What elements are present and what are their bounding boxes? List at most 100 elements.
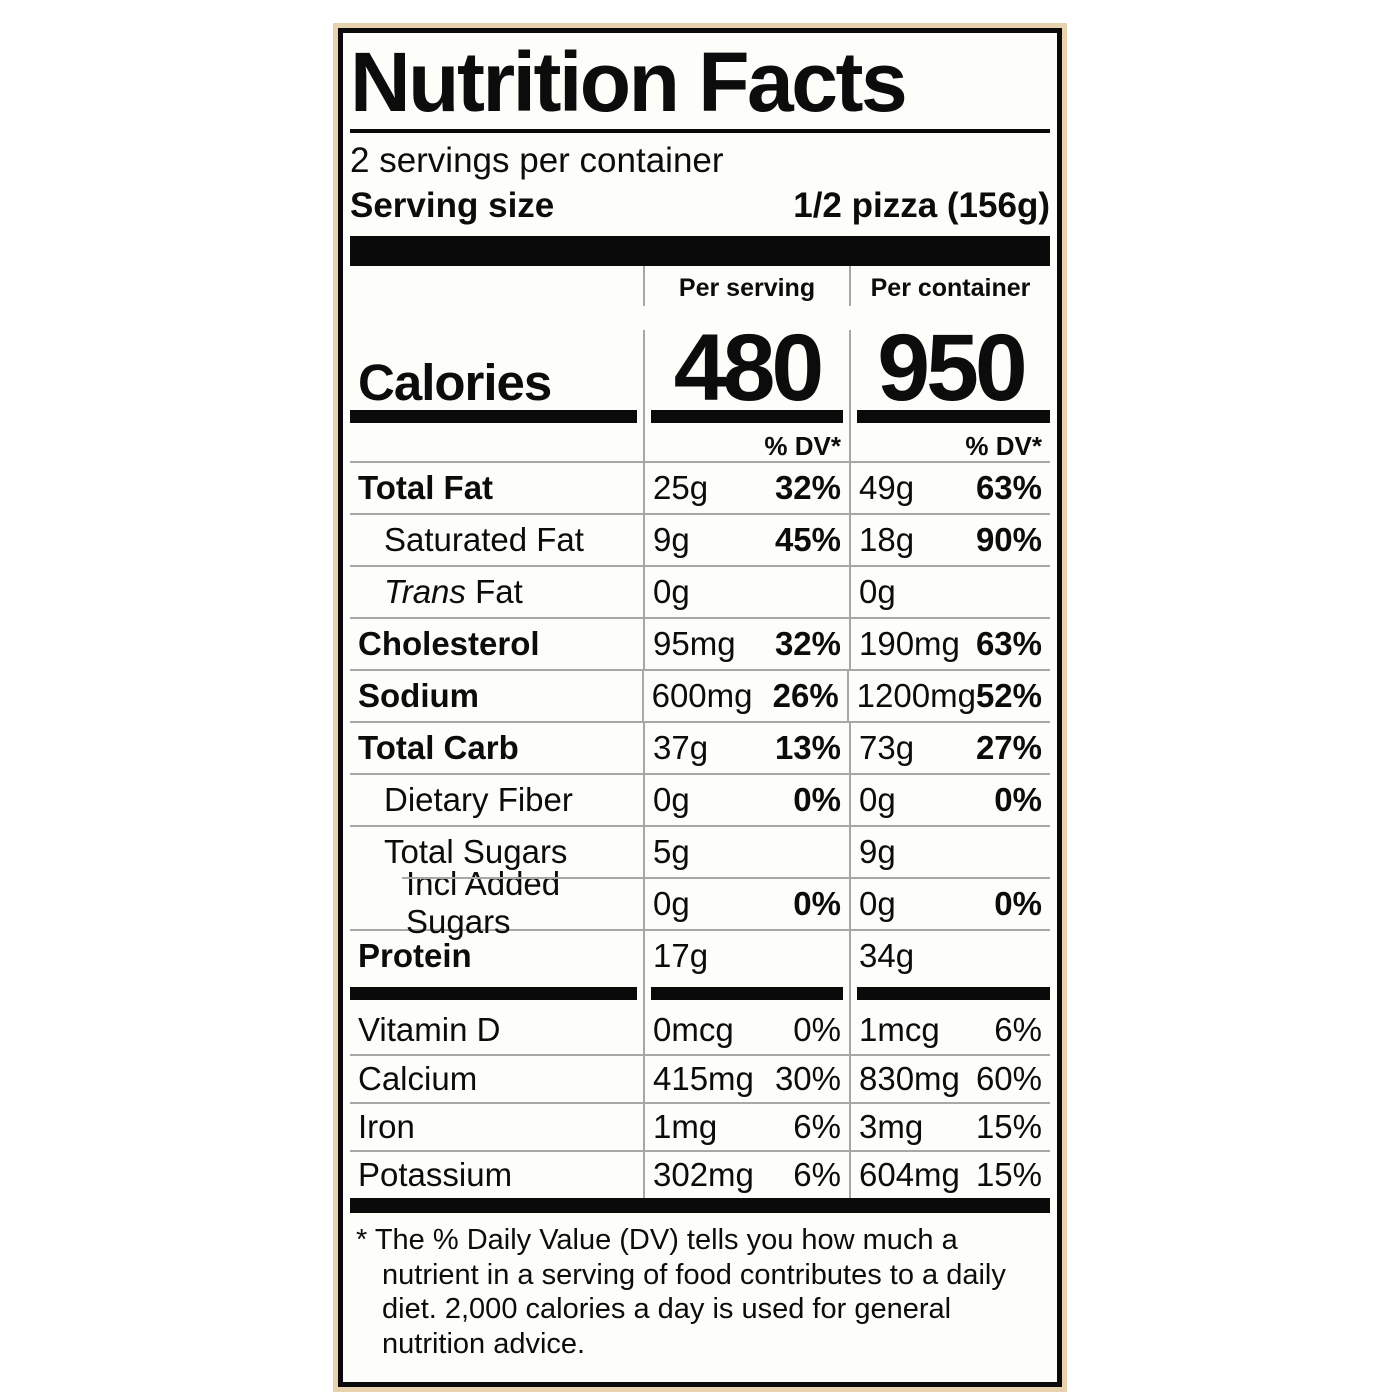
protein-underbar-left xyxy=(350,981,643,1006)
nutrient-name-text: Saturated Fat xyxy=(384,520,584,558)
amount-value: 49g xyxy=(859,468,915,506)
dv-header-serving: % DV* xyxy=(643,422,849,461)
dietary-fiber-row: Dietary Fiber 0g 0% 0g 0% xyxy=(350,772,1050,825)
daily-value-percent: 0% xyxy=(793,884,841,922)
total-carb-row: Total Carb 37g 13% 73g 27% xyxy=(350,720,1050,773)
nutrient-name-text: Sodium xyxy=(358,676,479,714)
serving-values: 25g 32% xyxy=(643,460,849,513)
calories-underbar-row xyxy=(350,409,1050,423)
amount-value: 34g xyxy=(859,936,915,974)
container-values: 9g xyxy=(849,824,1050,877)
daily-value-percent: 0% xyxy=(994,780,1042,818)
amount-value: 3mg xyxy=(859,1107,924,1145)
amount-value: 18g xyxy=(859,520,915,558)
serving-size-label: Serving size xyxy=(350,185,555,225)
nutrient-name-text: Dietary Fiber xyxy=(384,780,573,818)
daily-value-percent: 45% xyxy=(774,520,841,558)
amount-value: 190mg xyxy=(859,624,960,662)
daily-value-percent: 63% xyxy=(975,624,1042,662)
bottom-divider-bar xyxy=(350,1197,1050,1213)
nutrient-name: Protein xyxy=(350,928,643,981)
black-bar-segment xyxy=(651,986,843,1000)
amount-value: 0g xyxy=(859,884,896,922)
amount-value: 1mcg xyxy=(859,1010,940,1048)
serving-values: 17g xyxy=(643,928,849,981)
nutrient-name: Total Carb xyxy=(350,720,643,773)
dv-header-spacer xyxy=(350,423,643,461)
amount-value: 0g xyxy=(859,572,896,610)
servings-per-container: 2 servings per container xyxy=(350,141,724,181)
nutrient-name-text: Incl Added Sugars xyxy=(406,864,561,940)
daily-value-header-row: % DV* % DV* xyxy=(350,422,1050,461)
serving-values: 0mcg 0% xyxy=(643,1005,849,1054)
nutrient-name-text: Vitamin D xyxy=(358,1010,501,1048)
iron-row: Iron 1mg 6% 3mg 15% xyxy=(350,1101,1050,1150)
daily-value-percent: 0% xyxy=(994,884,1042,922)
serving-values: 9g 45% xyxy=(643,512,849,565)
nutrient-name-text: Total Fat xyxy=(358,468,494,506)
daily-value-percent: 0% xyxy=(793,1010,841,1048)
nutrient-name: Incl Added Sugars xyxy=(350,865,643,940)
nutrient-name-part: Fat xyxy=(465,572,523,610)
container-values: 0g 0% xyxy=(849,876,1050,929)
label-title: Nutrition Facts xyxy=(350,35,908,129)
serving-values: 600mg 26% xyxy=(641,668,847,721)
protein-underbar-mid xyxy=(643,980,849,1006)
nutrient-name: Total Sugars xyxy=(350,824,643,877)
column-header-row: Per serving Per container xyxy=(350,265,1050,306)
black-bar-segment xyxy=(857,409,1050,423)
nutrient-name: Cholesterol xyxy=(350,616,643,669)
calcium-row: Calcium 415mg 30% 830mg 60% xyxy=(350,1053,1050,1102)
serving-values: 5g xyxy=(643,824,849,877)
daily-value-percent: 30% xyxy=(774,1059,841,1097)
nutrient-name: Vitamin D xyxy=(350,1006,643,1054)
nutrition-facts-label: Nutrition Facts 2 servings per container… xyxy=(338,28,1062,1388)
nutrient-name: Dietary Fiber xyxy=(350,772,643,825)
serving-values: 0g 0% xyxy=(643,772,849,825)
nutrient-name: Sodium xyxy=(350,668,642,721)
amount-value: 0mcg xyxy=(653,1010,734,1048)
container-values: 830mg 60% xyxy=(849,1053,1050,1102)
daily-value-percent: 6% xyxy=(793,1107,841,1145)
serving-values: 302mg 6% xyxy=(643,1149,849,1198)
nutrient-name-text: Total Carb xyxy=(358,728,519,766)
saturated-fat-row: Saturated Fat 9g 45% 18g 90% xyxy=(350,512,1050,565)
protein-row: Protein 17g 34g xyxy=(350,928,1050,981)
daily-value-percent: 0% xyxy=(793,780,841,818)
nutrient-name-text: Cholesterol xyxy=(358,624,540,662)
amount-value: 9g xyxy=(859,832,896,870)
amount-value: 604mg xyxy=(859,1155,960,1193)
container-values: 3mg 15% xyxy=(849,1101,1050,1150)
serving-values: 415mg 30% xyxy=(643,1053,849,1102)
amount-value: 95mg xyxy=(653,624,736,662)
black-bar-segment xyxy=(350,986,637,1000)
daily-value-percent: 15% xyxy=(975,1107,1042,1145)
nutrient-name: Iron xyxy=(350,1101,643,1150)
serving-values: 0g xyxy=(643,564,849,617)
total-sugars-row: Total Sugars 5g 9g xyxy=(350,824,1050,877)
daily-value-percent: 6% xyxy=(994,1010,1042,1048)
container-values: 604mg 15% xyxy=(849,1149,1050,1198)
nutrient-name-text: Protein xyxy=(358,936,472,974)
calories-underbar-left xyxy=(350,409,643,423)
amount-value: 0g xyxy=(653,572,690,610)
daily-value-percent: 13% xyxy=(774,728,841,766)
container-values: 190mg 63% xyxy=(849,616,1050,669)
amount-value: 17g xyxy=(653,936,709,974)
nutrient-name: Potassium xyxy=(350,1149,643,1198)
dv-header-container: % DV* xyxy=(849,422,1050,461)
nutrient-name-italic-part: Trans xyxy=(384,572,466,610)
calories-underbar-right xyxy=(849,409,1050,423)
amount-value: 1mg xyxy=(653,1107,718,1145)
black-bar-segment xyxy=(350,409,637,423)
column-header-spacer xyxy=(350,266,643,306)
calories-underbar-mid xyxy=(643,409,849,423)
trans-fat-row: Trans Fat 0g 0g xyxy=(350,564,1050,617)
serving-size-value: 1/2 pizza (156g) xyxy=(793,185,1050,225)
calories-per-container-value: 950 xyxy=(849,321,1050,415)
serving-values: 95mg 32% xyxy=(643,616,849,669)
nutrient-name-text: Iron xyxy=(358,1107,415,1145)
nutrient-name: Total Fat xyxy=(350,460,643,513)
per-serving-header: Per serving xyxy=(643,265,849,306)
footnote: * The % Daily Value (DV) tells you how m… xyxy=(356,1223,1006,1361)
